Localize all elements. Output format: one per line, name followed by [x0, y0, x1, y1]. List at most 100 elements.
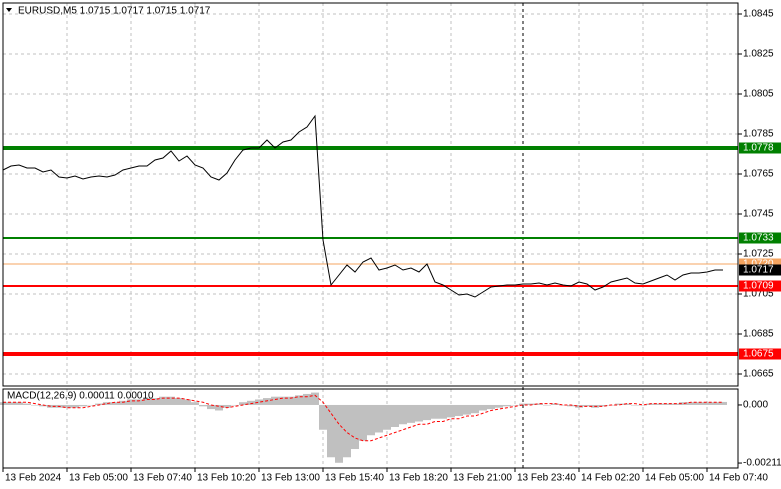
macd-bar — [575, 404, 583, 408]
macd-bar — [399, 404, 407, 425]
macd-bar — [223, 404, 231, 408]
x-tick-label: 13 Feb 2024 — [5, 473, 62, 484]
macd-bar — [343, 404, 351, 458]
macd-bar — [31, 404, 39, 406]
macd-bar — [63, 404, 71, 408]
macd-bar — [167, 396, 175, 405]
macd-bar — [631, 404, 639, 406]
macd-bar — [239, 402, 247, 405]
macd-bar — [319, 404, 327, 430]
macd-bar — [679, 402, 687, 405]
macd-bar — [447, 404, 455, 418]
level-label: 1.0720 — [743, 259, 774, 270]
price-line — [2, 114, 723, 298]
macd-bar — [471, 404, 479, 414]
macd-bar — [143, 398, 151, 405]
y-tick-label: 1.0745 — [743, 209, 774, 220]
macd-bar — [127, 399, 135, 405]
y-tick-label: 1.0665 — [743, 369, 774, 380]
y-tick-label: 1.0785 — [743, 129, 774, 140]
price-tag — [739, 264, 781, 276]
y-tick-label: 1.0825 — [743, 49, 774, 60]
macd-bar — [599, 404, 607, 407]
macd-bar — [23, 403, 31, 405]
macd-bar — [7, 402, 15, 405]
macd-bar — [159, 396, 167, 405]
macd-bar — [487, 404, 495, 410]
macd-bar — [687, 402, 695, 405]
macd-bar — [703, 402, 711, 405]
x-tick-label: 13 Feb 18:20 — [389, 473, 448, 484]
x-tick-label: 13 Feb 23:40 — [517, 473, 576, 484]
macd-bar — [327, 404, 335, 458]
level-tag — [739, 232, 781, 244]
macd-bar — [103, 402, 111, 405]
level-label: 1.0675 — [743, 349, 774, 360]
y-tick-label: 1.0685 — [743, 329, 774, 340]
macd-bar — [271, 396, 279, 405]
macd-bar — [199, 404, 207, 407]
macd-title: MACD(12,26,9) 0.00011 0.00010 — [7, 391, 154, 402]
macd-bar — [647, 403, 655, 405]
macd-bar — [583, 404, 591, 407]
macd-bar — [711, 402, 719, 405]
macd-bar — [119, 400, 127, 405]
x-tick-label: 13 Feb 13:00 — [261, 473, 320, 484]
macd-bar — [407, 404, 415, 423]
macd-bar — [47, 404, 55, 408]
macd-bar — [87, 404, 95, 406]
macd-bar — [519, 403, 527, 405]
macd-bar — [303, 393, 311, 405]
macd-bar — [695, 402, 703, 405]
y-tick-label: 1.0805 — [743, 89, 774, 100]
macd-bar — [495, 404, 503, 408]
macd-bar — [663, 403, 671, 405]
macd-bar — [559, 404, 567, 406]
price-tag-label: 1.0717 — [743, 265, 774, 276]
macd-bar — [551, 403, 559, 405]
macd-bar — [567, 404, 575, 407]
macd-bar — [207, 404, 215, 410]
main-frame — [2, 2, 739, 387]
macd-bar — [391, 404, 399, 427]
macd-bar — [255, 399, 263, 405]
level-label: 1.0778 — [743, 143, 774, 154]
menu-triangle — [6, 8, 12, 12]
level-tag — [739, 280, 781, 292]
macd-bar — [231, 404, 239, 406]
level-label: 1.0733 — [743, 233, 774, 244]
macd-bar — [455, 404, 463, 416]
macd-bar — [655, 403, 663, 405]
macd-bar — [415, 404, 423, 422]
macd-bar — [375, 404, 383, 433]
macd-bar — [191, 402, 199, 405]
x-tick-label: 13 Feb 07:40 — [133, 473, 192, 484]
macd-bar — [151, 398, 159, 405]
macd-bar — [423, 404, 431, 421]
y-tick-label: 1.0705 — [743, 289, 774, 300]
y-tick-label: 1.0725 — [743, 249, 774, 260]
y-tick-label: 1.0845 — [743, 9, 774, 20]
x-tick-label: 13 Feb 15:40 — [325, 473, 384, 484]
macd-bar — [247, 400, 255, 405]
macd-bar — [15, 402, 23, 405]
macd-bar — [479, 404, 487, 411]
macd-bar — [439, 404, 447, 419]
x-tick-label: 13 Feb 21:00 — [453, 473, 512, 484]
macd-bar — [359, 404, 367, 441]
macd-bar — [111, 402, 119, 405]
macd-bar — [511, 404, 519, 406]
y-tick-label: -0.00211 — [743, 458, 781, 469]
macd-bar — [71, 404, 79, 408]
macd-bar — [615, 403, 623, 405]
y-tick-label: 1.0765 — [743, 169, 774, 180]
macd-bar — [79, 404, 87, 407]
macd-bar — [543, 404, 551, 406]
x-tick-label: 14 Feb 07:40 — [709, 473, 768, 484]
level-tag — [739, 142, 781, 154]
x-tick-label: 13 Feb 10:20 — [197, 473, 256, 484]
macd-bar — [719, 401, 727, 405]
macd-bar — [183, 399, 191, 405]
macd-bar — [503, 404, 511, 407]
